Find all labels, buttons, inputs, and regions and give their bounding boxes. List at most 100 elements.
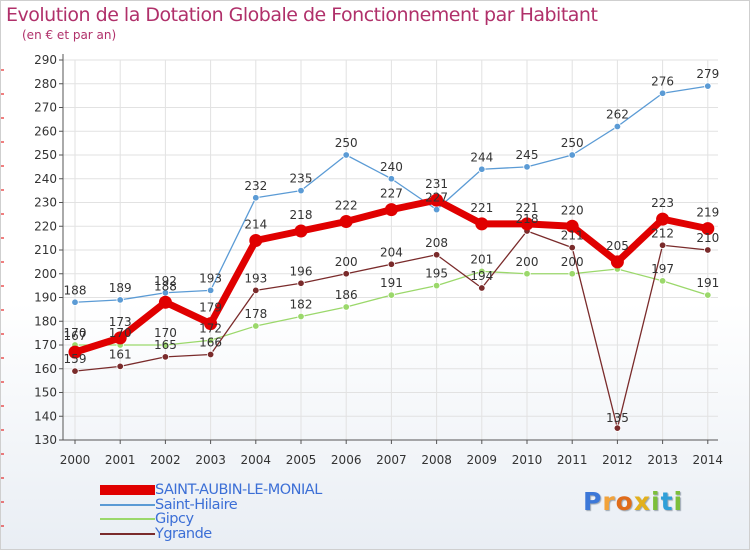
x-tick-label: 2009 (467, 453, 498, 467)
data-point-ygrande (432, 251, 441, 259)
data-label: 218 (516, 212, 539, 226)
y-tick-label: 240 (34, 172, 57, 186)
data-label: 244 (470, 150, 493, 164)
x-tick-labels: 2000 2001 2002 2003 2004 2005 2006 2007 2008 2009… (60, 453, 723, 467)
x-tick-label: 2012 (602, 453, 633, 467)
data-point-gipcy (161, 341, 170, 349)
data-label: 191 (380, 276, 403, 290)
data-label: 170 (154, 326, 177, 340)
data-label: 214 (244, 218, 267, 232)
data-label: 200 (516, 255, 539, 269)
y-tick-label: 160 (34, 362, 57, 376)
legend-item-saint-aubin[interactable]: SAINT-AUBIN-LE-MONIAL (100, 483, 322, 498)
data-point-saint-aubin-le-monial (339, 215, 353, 228)
data-point-gipcy (478, 267, 486, 276)
data-label: 170 (64, 326, 87, 340)
data-label: 182 (290, 298, 313, 312)
data-label: 170 (109, 326, 132, 340)
data-label: 250 (561, 136, 584, 150)
data-point-ygrande (568, 243, 576, 252)
data-label: 135 (606, 411, 629, 425)
data-label: 191 (696, 276, 719, 290)
x-tick-label: 2007 (376, 453, 407, 467)
data-label: 210 (696, 231, 719, 245)
data-point-gipcy (704, 291, 712, 299)
y-tick-label: 230 (34, 196, 57, 210)
x-tick-label: 2003 (195, 453, 226, 467)
data-point-gipcy (432, 281, 441, 290)
data-point-saint-hilaire (478, 165, 486, 173)
data-label: 208 (425, 236, 448, 250)
data-point-saint-aubin-le-monial (520, 217, 534, 231)
data-label: 220 (561, 203, 584, 217)
data-label: 166 (199, 336, 222, 350)
data-point-saint-hilaire (432, 205, 441, 214)
legend-label: Ygrande (155, 525, 212, 542)
legend-swatch-saint-hilaire (100, 503, 155, 506)
x-tick-label: 2001 (105, 453, 136, 467)
data-point-gipcy (252, 322, 260, 330)
data-label: 159 (64, 352, 87, 366)
data-point-saint-hilaire (613, 122, 622, 131)
data-label: 221 (516, 201, 539, 215)
data-point-saint-hilaire (658, 89, 667, 97)
data-point-saint-aubin-le-monial (204, 317, 218, 331)
y-tick-label: 250 (34, 148, 57, 162)
data-point-ygrande (71, 367, 79, 375)
data-point-saint-hilaire (297, 186, 305, 195)
data-point-saint-aubin-le-monial (249, 234, 263, 247)
proxiti-logo[interactable]: Proxiti (583, 487, 683, 516)
data-label: 205 (606, 239, 629, 253)
y-tick-label: 170 (34, 338, 57, 352)
y-tick-label: 280 (34, 77, 57, 91)
data-label: 204 (380, 245, 403, 259)
data-label: 195 (425, 267, 448, 281)
x-tick-label: 2005 (286, 453, 317, 467)
data-point-saint-aubin-le-monial (294, 224, 308, 238)
x-tick-label: 2004 (241, 453, 272, 467)
data-label: 193 (199, 271, 222, 285)
data-point-saint-hilaire (387, 175, 396, 183)
data-point-ygrande (161, 353, 170, 361)
data-point-saint-aubin-le-monial (656, 212, 670, 226)
logo-letter: t (660, 487, 674, 516)
legend-label: SAINT-AUBIN-LE-MONIAL (155, 482, 322, 499)
data-label: 221 (470, 201, 493, 215)
y-tick-label: 210 (34, 243, 57, 257)
logo-letter: r (602, 487, 616, 516)
data-point-ygrande (206, 350, 215, 359)
data-point-saint-aubin-le-monial (565, 219, 579, 233)
chart-title: Evolution de la Dotation Globale de Fonc… (6, 4, 598, 26)
data-point-ygrande (658, 241, 667, 249)
logo-letter: o (615, 487, 634, 516)
legend-swatch-saint-aubin (100, 485, 155, 496)
data-label: 219 (696, 206, 719, 220)
data-label: 223 (651, 196, 674, 210)
data-label: 186 (335, 288, 358, 302)
gridlines (63, 59, 718, 441)
data-point-ygrande (478, 284, 486, 292)
data-point-gipcy (297, 312, 305, 321)
legend-item-gipcy[interactable]: Gipcy (100, 512, 322, 527)
y-tick-label: 130 (34, 433, 57, 447)
legend-item-saint-hilaire[interactable]: Saint-Hilaire (100, 498, 322, 512)
y-tick-label: 220 (34, 219, 57, 233)
data-labels: 188 189 192 193 232 235 250 240 227 244 245 250 262 2… (64, 67, 720, 425)
data-point-saint-aubin-le-monial (68, 345, 82, 359)
data-label: 262 (606, 108, 629, 122)
data-label: 192 (154, 274, 177, 288)
data-label: 200 (335, 255, 358, 269)
chart-subtitle: (en € et par an) (22, 28, 117, 42)
data-label: 227 (425, 191, 448, 205)
data-label: 276 (651, 74, 674, 88)
data-label: 212 (651, 226, 674, 240)
data-point-saint-hilaire (342, 151, 350, 159)
x-tick-label: 2010 (512, 453, 543, 467)
data-label: 178 (244, 307, 267, 321)
y-tick-label: 290 (34, 53, 57, 67)
legend-item-ygrande[interactable]: Ygrande (100, 525, 322, 542)
data-label: 231 (425, 177, 448, 191)
data-point-saint-aubin-le-monial (158, 295, 172, 309)
data-point-saint-aubin-le-monial (113, 331, 127, 345)
